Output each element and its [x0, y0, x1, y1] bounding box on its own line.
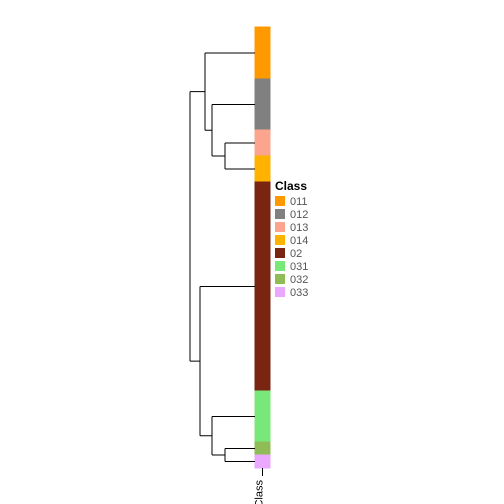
- legend: Class 01101201301402031032033: [275, 179, 308, 299]
- legend-swatch-014: [275, 235, 285, 245]
- legend-title: Class: [275, 179, 307, 193]
- legend-label-012: 012: [290, 209, 308, 221]
- legend-swatch-02: [275, 248, 285, 258]
- legend-swatch-033: [275, 287, 285, 297]
- class-axis-label: Class: [254, 480, 266, 504]
- legend-swatch-013: [275, 222, 285, 232]
- plot-background: [0, 0, 504, 504]
- dendrogram-class-plot: Class Class 01101201301402031032033: [0, 0, 504, 504]
- class-bar-segment-032: [255, 442, 270, 455]
- class-bar: [255, 27, 270, 468]
- legend-swatch-011: [275, 196, 285, 206]
- legend-label-014: 014: [290, 235, 308, 247]
- legend-label-032: 032: [290, 274, 308, 286]
- legend-label-033: 033: [290, 287, 308, 299]
- class-bar-segment-014: [255, 156, 270, 182]
- legend-label-02: 02: [290, 248, 302, 260]
- legend-swatch-031: [275, 261, 285, 271]
- legend-label-031: 031: [290, 261, 308, 273]
- class-bar-segment-031: [255, 391, 270, 442]
- class-bar-segment-033: [255, 455, 270, 468]
- legend-label-011: 011: [290, 196, 308, 208]
- class-bar-segment-011: [255, 27, 270, 79]
- class-bar-segment-013: [255, 130, 270, 156]
- legend-swatch-012: [275, 209, 285, 219]
- legend-label-013: 013: [290, 222, 308, 234]
- legend-swatch-032: [275, 274, 285, 284]
- class-bar-segment-02: [255, 182, 270, 391]
- class-bar-segment-012: [255, 79, 270, 130]
